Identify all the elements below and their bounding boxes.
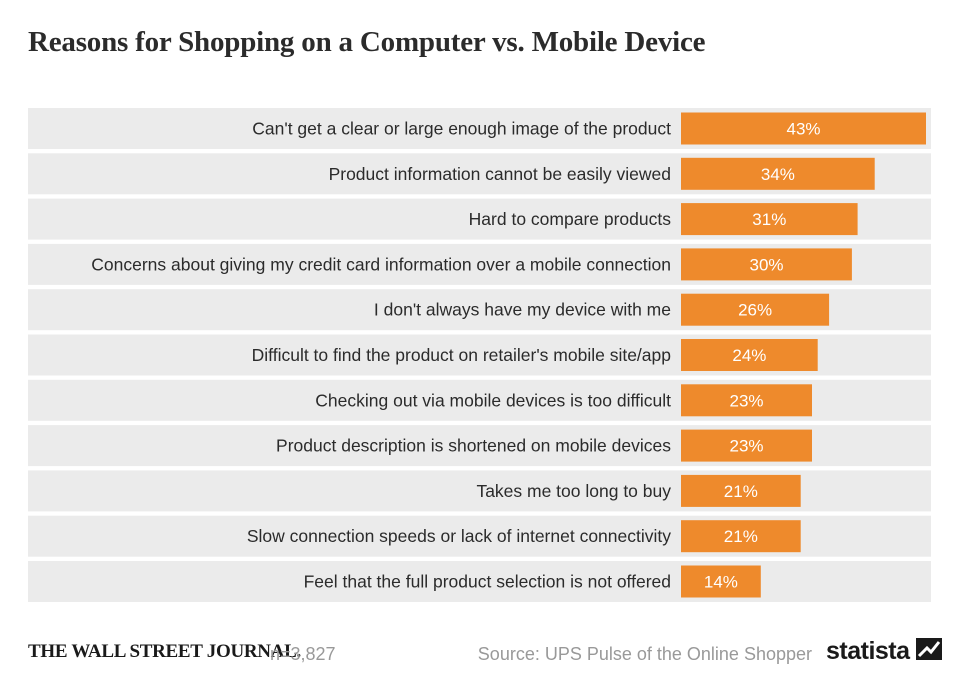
row-band [28,561,931,602]
value-label: 26% [738,301,772,320]
value-label: 14% [704,573,738,592]
category-label: Product description is shortened on mobi… [276,436,671,456]
value-label: 31% [752,210,786,229]
value-label: 21% [724,527,758,546]
bar [681,520,801,553]
category-label: Concerns about giving my credit card inf… [91,254,671,274]
bar [681,474,801,507]
value-label: 34% [761,165,795,184]
bar [681,565,761,598]
value-label: 30% [749,255,783,274]
chart-title: Reasons for Shopping on a Computer vs. M… [28,26,706,58]
statista-logo-icon [915,638,942,665]
category-label: Difficult to find the product on retaile… [252,345,671,365]
statista-wordmark: statista [826,637,910,665]
value-label: 43% [786,120,820,139]
category-label: Slow connection speeds or lack of intern… [247,526,671,546]
statista-brand[interactable]: statista [826,637,942,666]
value-label: 24% [732,346,766,365]
value-label: 23% [729,391,763,410]
value-label: 21% [724,482,758,501]
bar [681,112,926,145]
category-label: Checking out via mobile devices is too d… [315,390,671,410]
bar [681,157,875,190]
value-label: 23% [729,437,763,456]
category-label: Feel that the full product selection is … [304,572,671,592]
category-label: Takes me too long to buy [476,481,671,501]
bar [681,248,852,281]
bar [681,203,858,236]
bar [681,339,818,371]
source-note: Source: UPS Pulse of the Online Shopper [477,644,812,664]
category-label: I don't always have my device with me [374,300,671,320]
category-label: Product information cannot be easily vie… [329,164,671,184]
category-label: Can't get a clear or large enough image … [252,119,671,139]
sample-size: n=3,827 [270,644,336,664]
category-label: Hard to compare products [469,209,672,229]
bar [681,384,812,417]
publisher-logo: THE WALL STREET JOURNAL. [28,641,301,662]
bar [681,293,830,326]
bar [681,429,812,462]
